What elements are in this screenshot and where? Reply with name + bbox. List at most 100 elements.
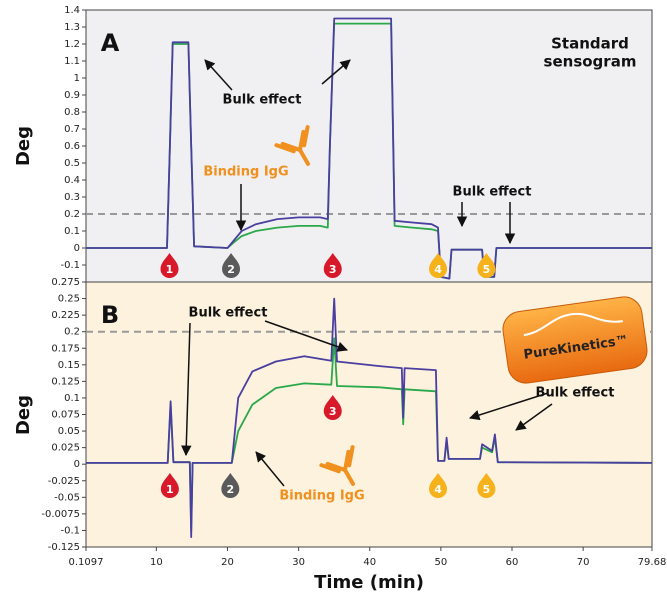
y-tick-label: 0.9 xyxy=(64,90,80,101)
injection-number: 2 xyxy=(227,483,235,496)
injection-number: 4 xyxy=(434,483,442,496)
y-tick-label: 1.1 xyxy=(64,56,80,67)
x-tick-label: 20 xyxy=(221,557,234,568)
annotation: Binding IgG xyxy=(279,489,364,504)
y-tick-label: 1.4 xyxy=(64,5,80,16)
y-tick-label: 0.2 xyxy=(64,327,80,338)
x-axis-label: Time (min) xyxy=(314,572,424,593)
arrow xyxy=(264,320,348,352)
y-tick-label: 0.25 xyxy=(58,294,80,305)
corner-text: sensogram xyxy=(544,53,637,71)
y-tick-label: 1.3 xyxy=(64,22,80,33)
injection-marker xyxy=(477,473,496,498)
arrow xyxy=(321,59,351,85)
y-tick-label: 0.15 xyxy=(58,360,80,371)
y-tick-label: 0.125 xyxy=(51,376,80,387)
y-axis-label: Deg xyxy=(13,395,34,435)
y-tick-label: 0.1 xyxy=(64,393,80,404)
injection-marker xyxy=(222,253,241,278)
injection-marker xyxy=(160,473,179,498)
y-tick-label: 0.6 xyxy=(64,141,80,152)
x-tick-label: 79.68 xyxy=(638,557,667,568)
annotation: Bulk effect xyxy=(453,185,532,200)
x-tick-label: 50 xyxy=(435,557,448,568)
y-tick-label: 0.275 xyxy=(51,277,80,288)
y-axis-label: Deg xyxy=(13,126,34,166)
injection-marker xyxy=(323,253,342,278)
annotation: Bulk effect xyxy=(189,306,268,321)
antibody-arm xyxy=(343,468,355,486)
arrow xyxy=(255,451,285,487)
y-tick-label: 0.225 xyxy=(51,310,80,321)
y-tick-label: 0 xyxy=(74,459,80,470)
badge-curve xyxy=(523,312,623,337)
badge: PureKinetics™ xyxy=(502,296,648,384)
y-tick-label: 0.175 xyxy=(51,343,80,354)
y-tick-label: 0.8 xyxy=(64,107,80,118)
y-tick-label: -0.125 xyxy=(48,542,80,553)
y-tick-label: 1 xyxy=(74,73,80,84)
badge-shape xyxy=(502,296,648,384)
injection-marker xyxy=(160,253,179,278)
y-tick-label: 0 xyxy=(74,243,80,254)
injection-number: 3 xyxy=(329,405,337,418)
data-line xyxy=(86,17,652,280)
antibody-arm xyxy=(274,143,296,154)
injection-number: 3 xyxy=(329,263,337,276)
annotation: Binding IgG xyxy=(203,165,288,180)
x-tick-label: 40 xyxy=(363,557,376,568)
antibody-arm xyxy=(319,463,341,474)
arrow xyxy=(469,392,549,421)
injection-number: 1 xyxy=(166,263,174,276)
antibody-arm xyxy=(298,148,310,166)
injection-number: 4 xyxy=(434,263,442,276)
y-tick-label: 0.3 xyxy=(64,192,80,203)
panel-label: B xyxy=(101,301,119,329)
antibody-icon xyxy=(274,125,310,166)
y-tick-label: -0.0075 xyxy=(41,509,80,520)
injection-number: 1 xyxy=(166,483,174,496)
y-tick-label: -0.1 xyxy=(60,525,80,536)
y-tick-label: 0.5 xyxy=(64,158,80,169)
injection-marker xyxy=(429,473,448,498)
antibody-arm xyxy=(302,125,310,148)
antibody-arm xyxy=(298,129,306,152)
annotation: Bulk effect xyxy=(223,93,302,108)
y-tick-label: 0.2 xyxy=(64,209,80,220)
y-tick-label: 0.1 xyxy=(64,226,80,237)
x-tick-label: 0.1097 xyxy=(69,557,104,568)
y-tick-label: 0.05 xyxy=(58,426,80,437)
injection-marker xyxy=(221,473,240,498)
y-tick-label: -0.025 xyxy=(48,476,80,487)
injection-number: 5 xyxy=(483,263,491,276)
panel-label: A xyxy=(101,29,120,57)
y-tick-label: 0.075 xyxy=(51,410,80,421)
antibody-arm xyxy=(325,461,347,472)
injection-number: 5 xyxy=(483,483,491,496)
y-tick-label: 0.4 xyxy=(64,175,80,186)
annotation: Bulk effect xyxy=(536,386,615,401)
corner-text: Standard xyxy=(551,35,629,53)
panel-background xyxy=(85,9,653,283)
antibody-arm xyxy=(343,449,351,472)
y-tick-label: 0.025 xyxy=(51,443,80,454)
y-tick-label: -0.1 xyxy=(60,260,80,271)
arrow xyxy=(515,403,553,431)
arrow xyxy=(181,322,192,457)
injection-marker xyxy=(323,395,342,420)
y-tick-label: 0.7 xyxy=(64,124,80,135)
antibody-arm xyxy=(347,445,355,468)
x-tick-label: 10 xyxy=(150,557,163,568)
y-tick-label: 1.2 xyxy=(64,39,80,50)
y-tick-label: -0.05 xyxy=(54,492,80,503)
injection-marker xyxy=(429,253,448,278)
injection-number: 2 xyxy=(227,263,235,276)
antibody-icon xyxy=(319,445,355,486)
x-tick-label: 60 xyxy=(506,557,519,568)
arrow xyxy=(204,59,233,91)
injection-marker xyxy=(477,253,496,278)
x-tick-label: 70 xyxy=(577,557,590,568)
x-tick-label: 30 xyxy=(292,557,305,568)
antibody-arm xyxy=(280,141,302,152)
